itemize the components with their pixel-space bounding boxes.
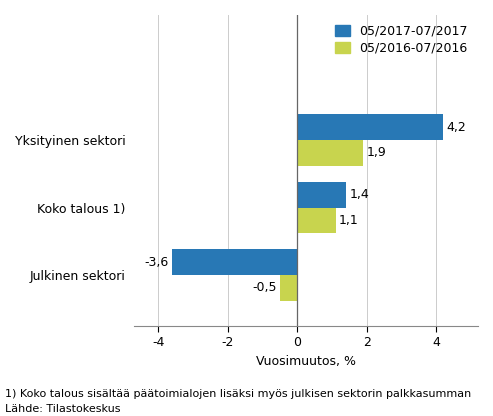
Text: 4,2: 4,2 (447, 121, 466, 134)
Text: -0,5: -0,5 (252, 281, 277, 295)
Text: -3,6: -3,6 (144, 256, 169, 269)
Bar (297, 140, 363, 166)
Bar (297, 208, 336, 233)
X-axis label: Vuosimuutos, %: Vuosimuutos, % (256, 355, 356, 368)
Text: 1) Koko talous sisältää päätoimialojen lisäksi myös julkisen sektorin palkkasumm: 1) Koko talous sisältää päätoimialojen l… (5, 389, 471, 399)
Bar (280, 275, 297, 301)
Text: Lähde: Tilastokeskus: Lähde: Tilastokeskus (5, 404, 120, 414)
Bar (297, 114, 443, 140)
Text: 1,1: 1,1 (339, 214, 359, 227)
Text: 1,9: 1,9 (367, 146, 387, 159)
Bar (172, 250, 297, 275)
Text: 1,4: 1,4 (350, 188, 369, 201)
Bar (297, 182, 346, 208)
Legend: 05/2017-07/2017, 05/2016-07/2016: 05/2017-07/2017, 05/2016-07/2016 (331, 21, 472, 59)
